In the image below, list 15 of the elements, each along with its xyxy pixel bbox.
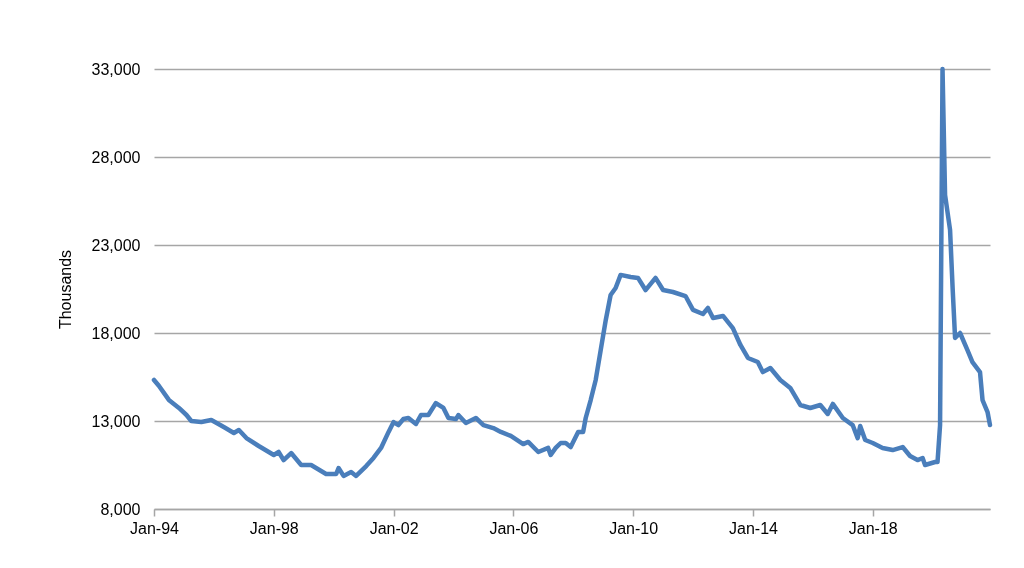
y-tick-label: 23,000: [91, 236, 141, 254]
y-tick-label: 8,000: [100, 500, 141, 518]
x-tick-label: Jan-10: [609, 519, 659, 537]
x-tick-label: Jan-18: [848, 519, 898, 537]
x-tick-label: Jan-94: [130, 519, 180, 537]
x-tick-label: Jan-14: [729, 519, 779, 537]
y-tick-label: 28,000: [91, 148, 141, 166]
y-tick-label: 33,000: [91, 60, 141, 78]
y-tick-label: 13,000: [91, 412, 141, 430]
y-tick-label: 18,000: [91, 324, 141, 342]
x-tick-label: Jan-06: [489, 519, 539, 537]
x-tick-label: Jan-98: [249, 519, 299, 537]
y-axis-title: Thousands: [56, 249, 74, 330]
x-tick-label: Jan-02: [369, 519, 419, 537]
line-series: [151, 66, 993, 479]
